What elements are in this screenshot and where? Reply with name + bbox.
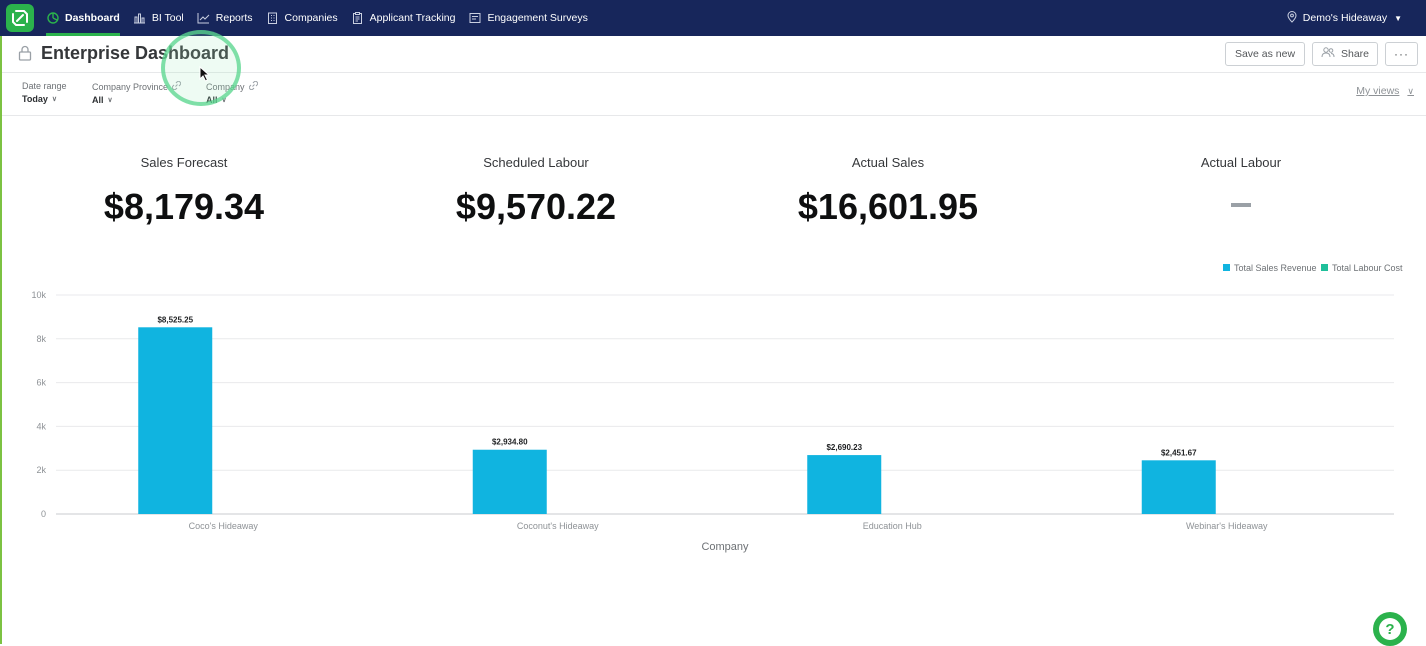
kpi-label: Scheduled Labour xyxy=(483,155,589,170)
kpi-actual-labour[interactable]: Actual Labour xyxy=(1091,155,1391,207)
nav-item-engagement-surveys[interactable]: Engagement Surveys xyxy=(468,0,588,36)
kpi-label: Actual Labour xyxy=(1200,155,1282,170)
logo-icon xyxy=(12,10,28,26)
x-tick-label: Coco's Hideaway xyxy=(189,521,259,531)
nav-item-companies[interactable]: Companies xyxy=(266,0,338,36)
kpi-scheduled-labour[interactable]: Scheduled Labour $9,570.22 xyxy=(386,155,686,228)
filter-company[interactable]: Company All ∨ xyxy=(206,80,258,105)
account-name: Demo's Hideaway xyxy=(1302,12,1388,24)
bar xyxy=(472,449,547,514)
legend-label: Total Labour Cost xyxy=(1332,263,1403,273)
my-views-label: My views xyxy=(1356,85,1400,97)
nav-item-label: Companies xyxy=(284,12,338,24)
bar xyxy=(807,455,882,514)
chevron-down-icon: ∨ xyxy=(1407,85,1414,96)
bar xyxy=(1141,460,1216,514)
x-tick-label: Coconut's Hideaway xyxy=(517,521,599,531)
y-tick-label: 6k xyxy=(36,378,46,388)
nav-item-reports[interactable]: Reports xyxy=(197,0,253,36)
nav-item-dashboard[interactable]: Dashboard xyxy=(46,0,120,36)
lock-icon xyxy=(18,45,32,66)
nav-item-label: Applicant Tracking xyxy=(369,12,456,24)
question-icon: ? xyxy=(1379,618,1401,640)
nav-item-label: Engagement Surveys xyxy=(487,12,588,24)
help-button[interactable]: ? xyxy=(1373,612,1407,646)
filter-label: Company xyxy=(206,81,245,92)
filter-label: Company Province xyxy=(92,81,169,92)
filter-value: All xyxy=(92,95,104,105)
chevron-down-icon: ▼ xyxy=(1394,13,1402,23)
kpi-sales-forecast[interactable]: Sales Forecast $8,179.34 xyxy=(34,155,334,228)
x-tick-label: Webinar's Hideaway xyxy=(1186,521,1268,531)
link-icon xyxy=(171,80,182,92)
nav-item-label: Reports xyxy=(215,12,253,24)
legend-swatch xyxy=(1321,264,1328,271)
chevron-down-icon: ∨ xyxy=(51,96,57,103)
more-options-button[interactable]: ··· xyxy=(1385,42,1418,66)
filter-label: Date range xyxy=(22,81,67,91)
chevron-down-icon: ∨ xyxy=(221,97,227,104)
app-logo[interactable] xyxy=(6,4,34,32)
sales-by-company-chart: 0 2k 4k 6k 8k 10k $8,525.25 Coco's Hideaway $2,9… xyxy=(31,263,1403,553)
legend-swatch xyxy=(1223,264,1230,271)
data-label: $2,934.80 xyxy=(492,438,528,447)
kpi-label: Actual Sales xyxy=(851,155,925,170)
share-button[interactable]: Share xyxy=(1312,42,1378,66)
chevron-down-icon: ∨ xyxy=(107,97,113,104)
x-tick-label: Education Hub xyxy=(863,521,922,531)
save-as-new-button[interactable]: Save as new xyxy=(1225,42,1305,66)
nav-item-label: BI Tool xyxy=(151,12,184,24)
account-switcher[interactable]: Demo's Hideaway ▼ xyxy=(1287,0,1402,36)
kpi-label: Sales Forecast xyxy=(140,155,228,170)
building-icon xyxy=(266,12,279,25)
dashboard-icon xyxy=(46,12,59,25)
nav-item-applicant-tracking[interactable]: Applicant Tracking xyxy=(351,0,456,36)
nav-item-label: Dashboard xyxy=(65,12,120,24)
my-views-dropdown[interactable]: My views ∨ xyxy=(1356,85,1414,97)
filter-company-province[interactable]: Company Province All ∨ xyxy=(92,80,182,105)
filter-date-range[interactable]: Date range Today ∨ xyxy=(22,81,67,104)
kpi-value: $9,570.22 xyxy=(455,186,617,227)
legend-label: Total Sales Revenue xyxy=(1234,263,1317,273)
bar xyxy=(138,327,213,514)
data-label: $2,451.67 xyxy=(1161,448,1197,457)
dashboard-header: Enterprise Dashboard Save as new Share ·… xyxy=(2,36,1426,73)
kpi-value: $8,179.34 xyxy=(103,186,265,227)
trend-icon xyxy=(197,12,210,25)
y-tick-label: 2k xyxy=(36,465,46,475)
filter-bar: Date range Today ∨ Company Province All ∨ … xyxy=(2,73,1426,116)
filter-value: All xyxy=(206,95,218,105)
survey-icon xyxy=(468,12,481,25)
nav-item-bi-tool[interactable]: BI Tool xyxy=(133,0,184,36)
y-tick-label: 4k xyxy=(36,421,46,431)
bar-chart-icon xyxy=(133,12,146,25)
y-tick-label: 8k xyxy=(36,334,46,344)
x-axis-title: Company xyxy=(701,541,749,553)
clipboard-icon xyxy=(351,12,364,25)
top-navbar: Dashboard BI Tool Reports Companies Appl… xyxy=(0,0,1426,36)
filter-value: Today xyxy=(22,94,48,104)
kpi-actual-sales[interactable]: Actual Sales $16,601.95 xyxy=(738,155,1038,228)
location-pin-icon xyxy=(1287,10,1297,26)
kpi-value: $16,601.95 xyxy=(797,186,979,227)
share-label: Share xyxy=(1340,48,1370,60)
users-icon xyxy=(1321,47,1335,61)
empty-value-dash xyxy=(1231,203,1251,207)
data-label: $8,525.25 xyxy=(157,315,193,324)
link-icon xyxy=(248,80,258,92)
page-title[interactable]: Enterprise Dashboard xyxy=(41,43,230,63)
y-tick-label: 0 xyxy=(41,509,46,519)
y-tick-label: 10k xyxy=(31,290,46,300)
mouse-pointer-icon xyxy=(199,65,211,87)
data-label: $2,690.23 xyxy=(826,443,862,452)
